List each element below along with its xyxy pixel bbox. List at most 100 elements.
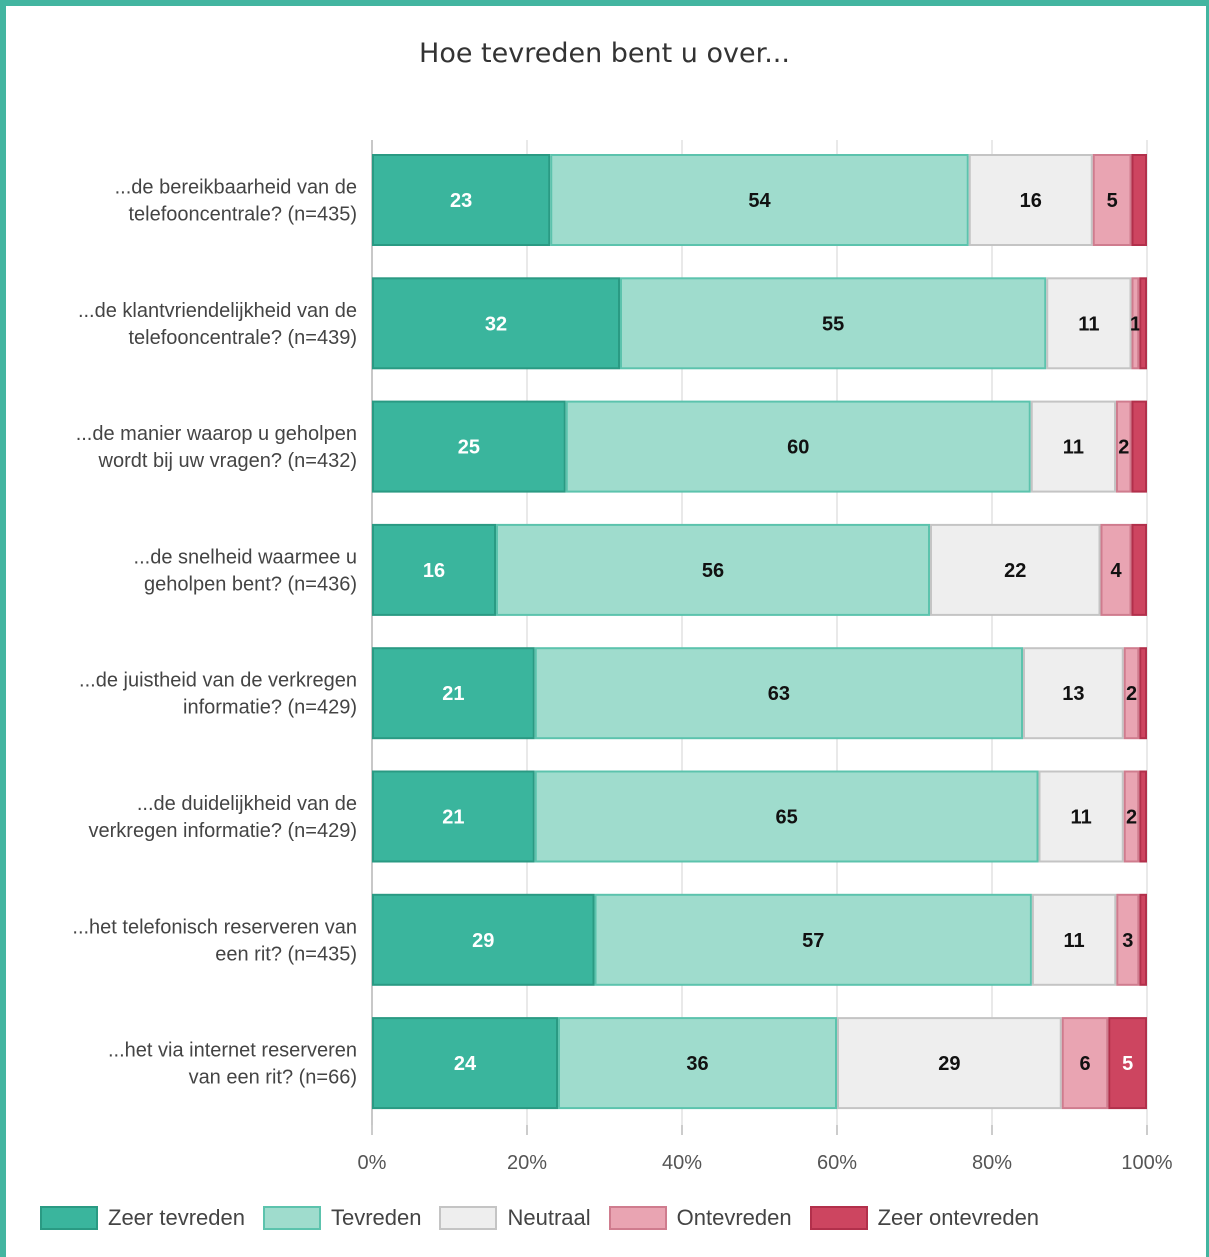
bar-value-label: 21: [442, 807, 464, 829]
legend-label: Neutraal: [507, 1205, 591, 1230]
bar-value-label: 22: [1004, 560, 1026, 582]
legend-label: Zeer tevreden: [108, 1205, 245, 1230]
legend-item: Zeer ontevreden: [809, 1205, 1040, 1231]
bar-value-label: 11: [1063, 437, 1084, 459]
bar-segment: [1092, 154, 1132, 246]
bar-segment: [496, 523, 930, 616]
bar-value-label: 65: [776, 807, 798, 829]
bar-value-label: 25: [458, 437, 480, 459]
bar-segment: [930, 523, 1101, 616]
category-label: ...het telefonisch reserveren van: [72, 916, 357, 938]
bar-segment: [1131, 523, 1147, 616]
bar-segment: [1131, 400, 1147, 493]
bar-segment: [594, 893, 1032, 986]
category-label: ...de juistheid van de verkregen: [79, 670, 357, 692]
bar-value-label: 1: [1130, 313, 1141, 335]
bar-segment: [534, 770, 1039, 863]
bar-segment: [372, 647, 535, 740]
bar-segment: [1139, 277, 1147, 370]
bar-segment: [1139, 893, 1148, 986]
bar-value-label: 16: [1020, 190, 1042, 212]
bar-value-label: 23: [450, 190, 472, 212]
bar-segment: [372, 893, 595, 986]
bar-segment: [1131, 277, 1140, 370]
bar-segment: [372, 770, 535, 863]
bar-value-label: 56: [702, 560, 724, 582]
legend-swatch: [608, 1206, 667, 1230]
category-label: informatie? (n=429): [183, 697, 357, 719]
bar-segment: [565, 400, 1031, 493]
bar-segment: [558, 1017, 837, 1110]
category-label: telefooncentrale? (n=435): [129, 204, 358, 226]
bar-value-label: 29: [472, 930, 494, 952]
bar-segment: [1123, 770, 1140, 863]
bar-value-label: 16: [423, 560, 445, 582]
bar-segment: [1030, 400, 1116, 493]
bar-segment: [1139, 770, 1147, 863]
bar-value-label: 32: [485, 313, 507, 335]
bar-segment: [1108, 1017, 1147, 1110]
bar-value-label: 13: [1062, 683, 1084, 705]
bar-segment: [372, 1017, 558, 1110]
bar-value-label: 11: [1071, 807, 1092, 829]
legend-swatch: [262, 1206, 321, 1230]
bar-segment: [1038, 770, 1124, 863]
bar-segment: [550, 154, 969, 246]
bar-value-label: 54: [748, 190, 771, 212]
bar-value-label: 21: [442, 683, 464, 705]
category-label: ...de snelheid waarmee u: [134, 546, 357, 568]
bar-segment: [1061, 1017, 1109, 1110]
bar-value-label: 63: [768, 683, 790, 705]
category-label: een rit? (n=435): [215, 943, 357, 965]
bar-segment: [1139, 647, 1147, 740]
bar-value-label: 2: [1126, 807, 1137, 829]
x-tick-label: 20%: [507, 1152, 547, 1174]
legend-item: Tevreden: [262, 1205, 422, 1231]
bar-value-label: 24: [454, 1053, 477, 1075]
x-tick-label: 100%: [1121, 1152, 1172, 1174]
bar-segment: [837, 1017, 1062, 1110]
bar-value-label: 2: [1126, 683, 1137, 705]
x-tick-label: 60%: [817, 1152, 857, 1174]
category-label: ...de manier waarop u geholpen: [76, 423, 357, 445]
bar-value-label: 55: [822, 313, 844, 335]
category-label: ...de klantvriendelijkheid van de: [78, 300, 357, 322]
bar-value-label: 2: [1118, 437, 1129, 459]
x-tick-label: 40%: [662, 1152, 702, 1174]
category-label: wordt bij uw vragen? (n=432): [98, 450, 357, 472]
bar-segment: [372, 154, 551, 246]
bar-segment: [620, 277, 1047, 370]
category-label: van een rit? (n=66): [189, 1067, 357, 1089]
bar-segment: [372, 523, 496, 616]
bar-value-label: 4: [1110, 560, 1122, 582]
bar-segment: [1100, 523, 1132, 616]
legend-label: Zeer ontevreden: [877, 1205, 1040, 1230]
bar-value-label: 57: [802, 930, 824, 952]
bar-segment: [1031, 893, 1117, 986]
bar-value-label: 11: [1064, 930, 1085, 952]
bar-segment: [534, 647, 1023, 740]
bar-value-label: 36: [686, 1053, 708, 1075]
bar-segment: [1123, 647, 1140, 740]
category-label: ...de bereikbaarheid van de: [115, 177, 357, 199]
legend-item: Zeer tevreden: [40, 1205, 245, 1231]
bar-segment: [1131, 154, 1147, 246]
legend-label: Tevreden: [330, 1205, 422, 1230]
legend-label: Ontevreden: [676, 1205, 792, 1230]
legend-swatch: [809, 1206, 868, 1230]
bar-value-label: 5: [1107, 190, 1118, 212]
bar-segment: [1116, 893, 1140, 986]
bar-value-label: 11: [1078, 313, 1099, 335]
bar-segment: [1046, 277, 1132, 370]
category-label: ...de duidelijkheid van de: [137, 793, 357, 815]
category-label: verkregen informatie? (n=429): [89, 820, 357, 842]
bar-value-label: 5: [1122, 1053, 1133, 1075]
legend-swatch: [439, 1206, 498, 1230]
bar-segment: [372, 400, 566, 493]
bar-segment: [372, 277, 620, 370]
category-label: telefooncentrale? (n=439): [129, 327, 358, 349]
x-tick-label: 0%: [358, 1152, 387, 1174]
chart-legend: Zeer tevreden Tevreden Neutraal Ontevreden Z…: [40, 1202, 1057, 1234]
